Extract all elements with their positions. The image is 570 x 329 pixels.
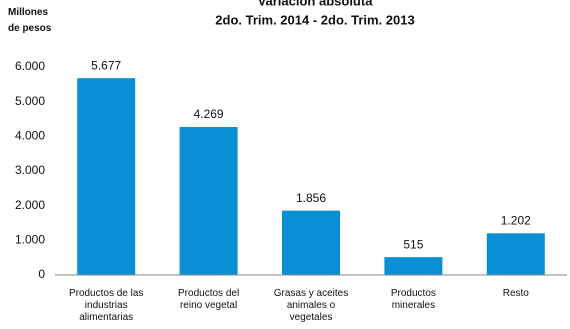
bar bbox=[282, 210, 340, 275]
bar bbox=[384, 257, 443, 275]
value-label: 1.202 bbox=[501, 214, 531, 228]
bar bbox=[179, 127, 238, 276]
y-tick-label: 0 bbox=[38, 267, 45, 281]
value-label: 4.269 bbox=[194, 107, 224, 121]
y-axis-label: Millones de pesos bbox=[8, 7, 52, 34]
value-label: 5.677 bbox=[91, 58, 121, 72]
x-tick-label: Resto bbox=[503, 288, 530, 299]
y-tick-label: 1.000 bbox=[15, 233, 45, 247]
bar bbox=[486, 233, 545, 275]
y-tick-label: 5.000 bbox=[15, 94, 45, 108]
x-tick-label: Productos de las industrias alimentarias bbox=[69, 288, 144, 323]
bar bbox=[77, 78, 136, 276]
y-tick-label: 2.000 bbox=[15, 198, 45, 212]
x-tick-label: Productos del reino vegetal bbox=[178, 288, 239, 311]
x-tick-label: Productos minerales bbox=[391, 288, 436, 311]
y-tick-label: 3.000 bbox=[15, 163, 45, 177]
chart-title: Variación absoluta bbox=[258, 0, 374, 8]
y-tick-label: 4.000 bbox=[15, 129, 45, 143]
value-label: 1.856 bbox=[296, 191, 326, 205]
y-tick-label: 6.000 bbox=[15, 59, 45, 73]
value-label: 515 bbox=[403, 237, 423, 251]
x-tick-label: Grasas y aceites animales o vegetales bbox=[274, 288, 348, 323]
chart-subtitle: 2do. Trim. 2014 - 2do. Trim. 2013 bbox=[215, 12, 414, 27]
